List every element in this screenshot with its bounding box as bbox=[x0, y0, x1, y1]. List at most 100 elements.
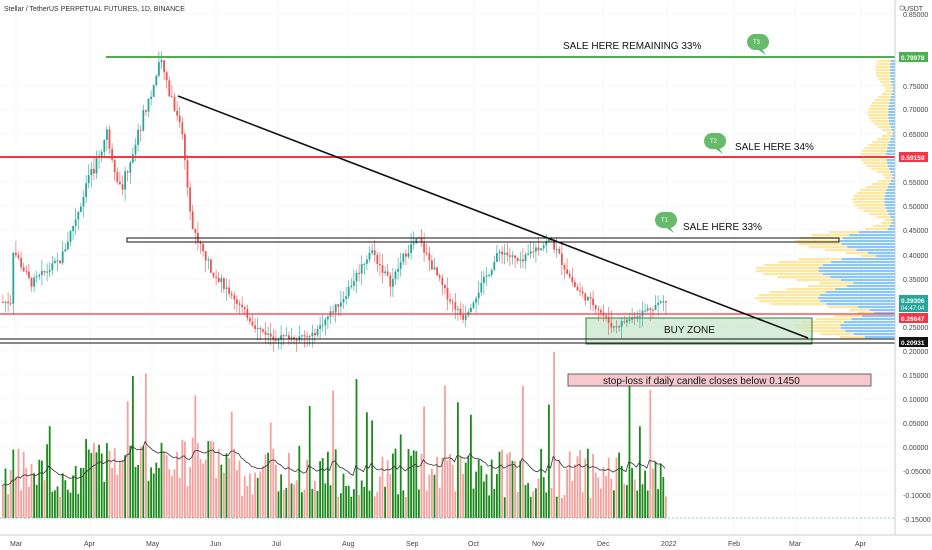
candle bbox=[41, 259, 43, 286]
volume-profile-bar bbox=[856, 249, 895, 252]
candle bbox=[54, 257, 56, 264]
volume-profile-bar bbox=[802, 321, 845, 324]
candle bbox=[376, 251, 379, 273]
volume-bar bbox=[584, 458, 587, 518]
volume-bar bbox=[82, 467, 85, 518]
volume-bar bbox=[15, 477, 17, 518]
volume-bar bbox=[158, 468, 160, 518]
volume-bar bbox=[41, 460, 43, 518]
volume-profile-bar bbox=[827, 306, 859, 309]
candle bbox=[189, 181, 191, 221]
volume-bar bbox=[251, 494, 254, 518]
candle bbox=[379, 252, 381, 276]
candle bbox=[488, 273, 490, 278]
volume-bar bbox=[501, 449, 503, 518]
volume-bar bbox=[61, 473, 64, 518]
volume-bar bbox=[561, 497, 563, 518]
volume-bar bbox=[454, 491, 457, 518]
volume-bar bbox=[433, 474, 436, 518]
candle bbox=[636, 310, 639, 323]
volume-bar bbox=[581, 492, 584, 518]
candle bbox=[220, 274, 223, 293]
candle bbox=[186, 154, 189, 197]
candle bbox=[22, 262, 25, 273]
candle bbox=[514, 255, 516, 268]
volume-bar bbox=[54, 490, 56, 518]
volume-bar bbox=[306, 459, 308, 518]
volume-profile-bar bbox=[890, 216, 895, 219]
t3-badge: T3 bbox=[747, 34, 769, 55]
volume-profile-bar bbox=[840, 279, 895, 282]
candle bbox=[652, 307, 654, 318]
volume-bar bbox=[347, 485, 350, 518]
candle bbox=[191, 204, 194, 230]
volume-bar bbox=[423, 406, 425, 518]
price-axis[interactable]: 0.850000.750000.700000.650000.600000.550… bbox=[903, 12, 931, 524]
candle bbox=[626, 318, 628, 328]
volume-bar bbox=[189, 467, 191, 518]
candle bbox=[485, 267, 488, 287]
volume-profile-bar bbox=[808, 246, 848, 249]
volume-bar bbox=[397, 494, 399, 518]
volume-bar bbox=[342, 473, 345, 518]
volume-profile-bar bbox=[854, 204, 885, 207]
volume-profile-bar bbox=[881, 93, 892, 96]
volume-profile-bar bbox=[825, 291, 895, 294]
volume-bar bbox=[228, 458, 230, 518]
time-axis[interactable]: Mar Apr May Jun Jul Aug Sep Oct Nov Dec 2022 Feb Mar… bbox=[10, 541, 867, 548]
volume-profile-bar bbox=[868, 144, 889, 147]
volume-bar bbox=[498, 451, 501, 518]
volume-profile-bar bbox=[864, 147, 888, 150]
volume-profile-bar bbox=[874, 123, 890, 126]
candle bbox=[405, 249, 407, 266]
volume-bar bbox=[355, 379, 358, 518]
volume-bar bbox=[353, 489, 355, 518]
candle bbox=[527, 243, 529, 256]
volume-profile-bar bbox=[877, 126, 891, 129]
price-axis-tick: 0.35000 bbox=[903, 277, 928, 284]
candle bbox=[407, 244, 410, 260]
volume-profile-bar bbox=[887, 186, 895, 189]
volume-bar bbox=[373, 496, 376, 518]
volume-profile-bar bbox=[891, 174, 895, 177]
volume-bar bbox=[516, 492, 519, 518]
volume-bar bbox=[519, 460, 522, 518]
axis-settings-icon[interactable] bbox=[899, 5, 905, 11]
volume-profile-bar bbox=[818, 267, 895, 270]
volume-bar bbox=[368, 490, 371, 518]
price-axis-tick: 0.55000 bbox=[903, 180, 928, 187]
volume-bar bbox=[613, 490, 615, 518]
candle bbox=[449, 293, 451, 305]
volume-bar bbox=[59, 496, 61, 518]
time-axis-tick: Apr bbox=[84, 541, 96, 548]
candle bbox=[615, 319, 618, 334]
volume-bar bbox=[618, 452, 620, 518]
volume-bar bbox=[95, 452, 98, 518]
volume-profile-bar bbox=[758, 294, 820, 297]
volume-bar bbox=[197, 443, 199, 518]
volume-bar bbox=[628, 377, 631, 518]
volume-bar bbox=[607, 457, 610, 518]
volume-profile-bar bbox=[796, 327, 841, 330]
volume-profile-bar bbox=[890, 63, 895, 66]
candle bbox=[93, 157, 95, 181]
candle bbox=[74, 208, 77, 235]
volume-bar bbox=[332, 390, 334, 518]
price-axis-tick: 0.00000 bbox=[903, 445, 928, 452]
candle bbox=[436, 266, 438, 277]
candle bbox=[290, 327, 293, 344]
volume-bar bbox=[490, 459, 493, 518]
candle bbox=[399, 252, 402, 277]
volume-profile-bar bbox=[884, 198, 895, 201]
volume-profile-bar bbox=[875, 72, 891, 75]
volume-profile-bar bbox=[886, 153, 895, 156]
volume-profile-bar bbox=[888, 111, 895, 114]
volume-profile-bar bbox=[887, 165, 895, 168]
candle bbox=[467, 308, 470, 318]
volume-bar bbox=[602, 467, 605, 518]
volume-profile-bar bbox=[763, 264, 823, 267]
candle bbox=[90, 162, 93, 188]
candle bbox=[30, 277, 33, 292]
volume-profile-bar bbox=[818, 297, 895, 300]
volume-bar bbox=[553, 351, 555, 518]
